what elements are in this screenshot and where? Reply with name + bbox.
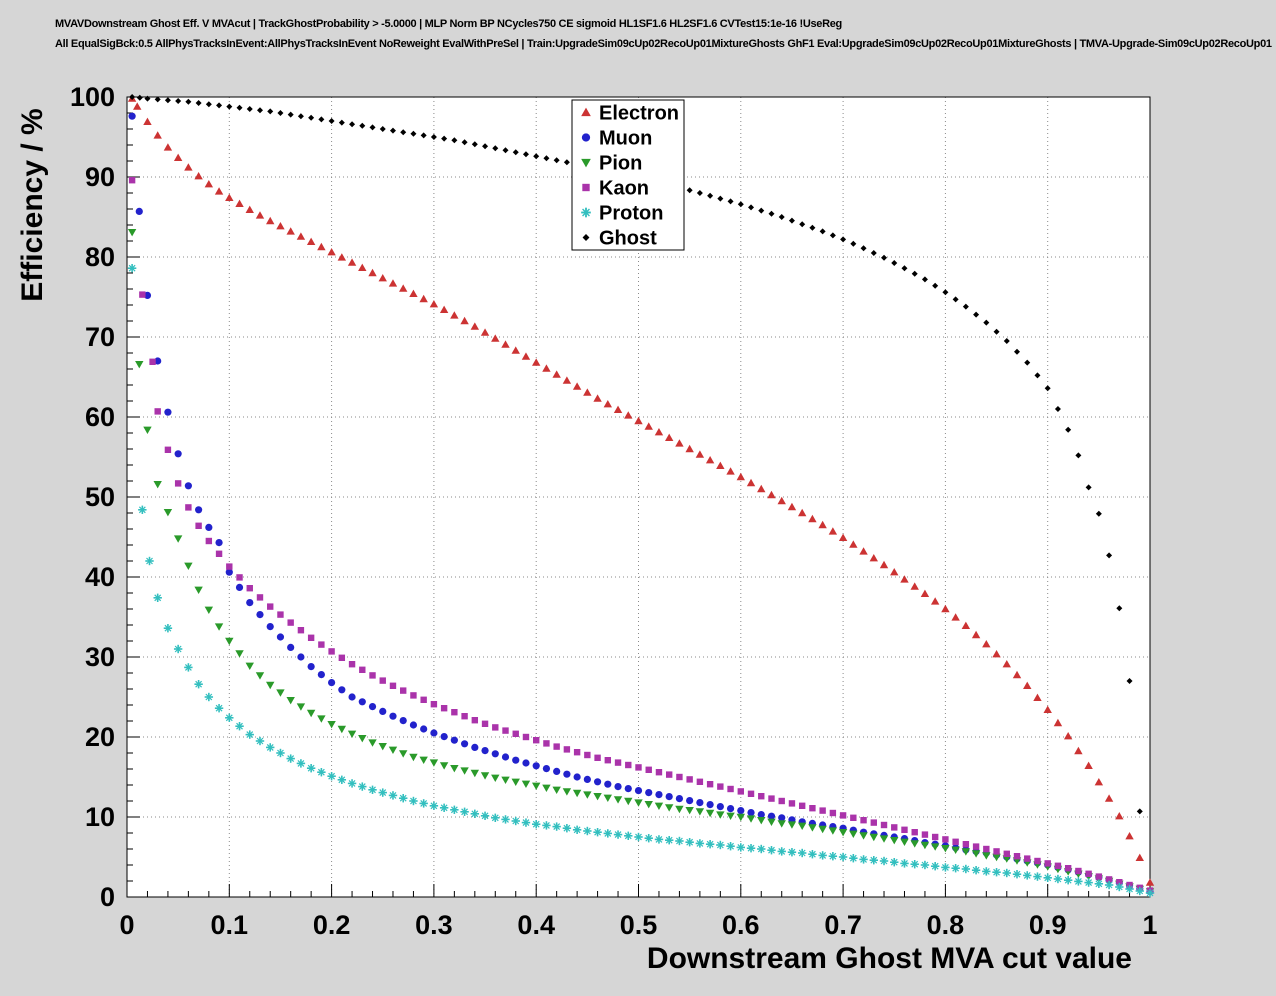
y-tick-labels: 0 10 20 30 40 50 60 70 80 90 100 bbox=[70, 82, 115, 912]
y-tick-label: 10 bbox=[85, 802, 115, 832]
y-tick-label: 60 bbox=[85, 402, 115, 432]
legend-label: Proton bbox=[599, 203, 663, 225]
y-tick-label: 30 bbox=[85, 642, 115, 672]
x-tick-label: 0.2 bbox=[313, 910, 351, 940]
axes bbox=[126, 96, 1151, 898]
y-tick-label: 40 bbox=[85, 562, 115, 592]
legend-item-ghost: Ghost bbox=[582, 228, 657, 250]
legend-item-proton: Proton bbox=[581, 203, 663, 225]
x-tick-label: 0 bbox=[119, 910, 134, 940]
y-tick-label: 0 bbox=[100, 882, 115, 912]
plot-header-line1: MVAVDownstream Ghost Eff. V MVAcut | Tra… bbox=[55, 18, 842, 30]
x-tick-label: 0.7 bbox=[824, 910, 862, 940]
plot-header-line2: All EqualSigBck:0.5 AllPhysTracksInEvent… bbox=[55, 38, 1272, 50]
x-tick-label: 0.5 bbox=[620, 910, 658, 940]
legend-item-kaon: Kaon bbox=[582, 178, 649, 200]
x-tick-label: 0.9 bbox=[1029, 910, 1067, 940]
y-tick-label: 80 bbox=[85, 242, 115, 272]
y-tick-label: 100 bbox=[70, 82, 115, 112]
legend-label: Electron bbox=[599, 103, 679, 125]
grid-lines bbox=[127, 97, 1150, 897]
legend-item-electron: Electron bbox=[581, 103, 679, 125]
legend-label: Pion bbox=[599, 153, 642, 175]
y-tick-label: 50 bbox=[85, 482, 115, 512]
x-tick-label: 0.4 bbox=[517, 910, 555, 940]
legend-item-pion: Pion bbox=[581, 153, 642, 175]
x-tick-label: 0.8 bbox=[927, 910, 965, 940]
legend: Electron Muon Pion Kaon Proton Ghost bbox=[571, 99, 685, 251]
y-tick-label: 20 bbox=[85, 722, 115, 752]
y-tick-label: 90 bbox=[85, 162, 115, 192]
series-electron bbox=[127, 94, 1155, 886]
legend-label: Kaon bbox=[599, 178, 649, 200]
x-axis-title: Downstream Ghost MVA cut value bbox=[646, 942, 1132, 975]
x-tick-label: 0.3 bbox=[415, 910, 453, 940]
series-proton bbox=[127, 264, 1155, 898]
legend-label: Muon bbox=[599, 128, 652, 150]
y-tick-label: 70 bbox=[85, 322, 115, 352]
x-tick-labels: 0 0.1 0.2 0.3 0.4 0.5 0.6 0.7 0.8 0.9 1 bbox=[119, 910, 1157, 940]
x-tick-label: 1 bbox=[1142, 910, 1157, 940]
legend-item-muon: Muon bbox=[581, 128, 652, 150]
legend-label: Ghost bbox=[599, 228, 657, 250]
x-tick-label: 0.6 bbox=[722, 910, 760, 940]
x-tick-label: 0.1 bbox=[211, 910, 249, 940]
